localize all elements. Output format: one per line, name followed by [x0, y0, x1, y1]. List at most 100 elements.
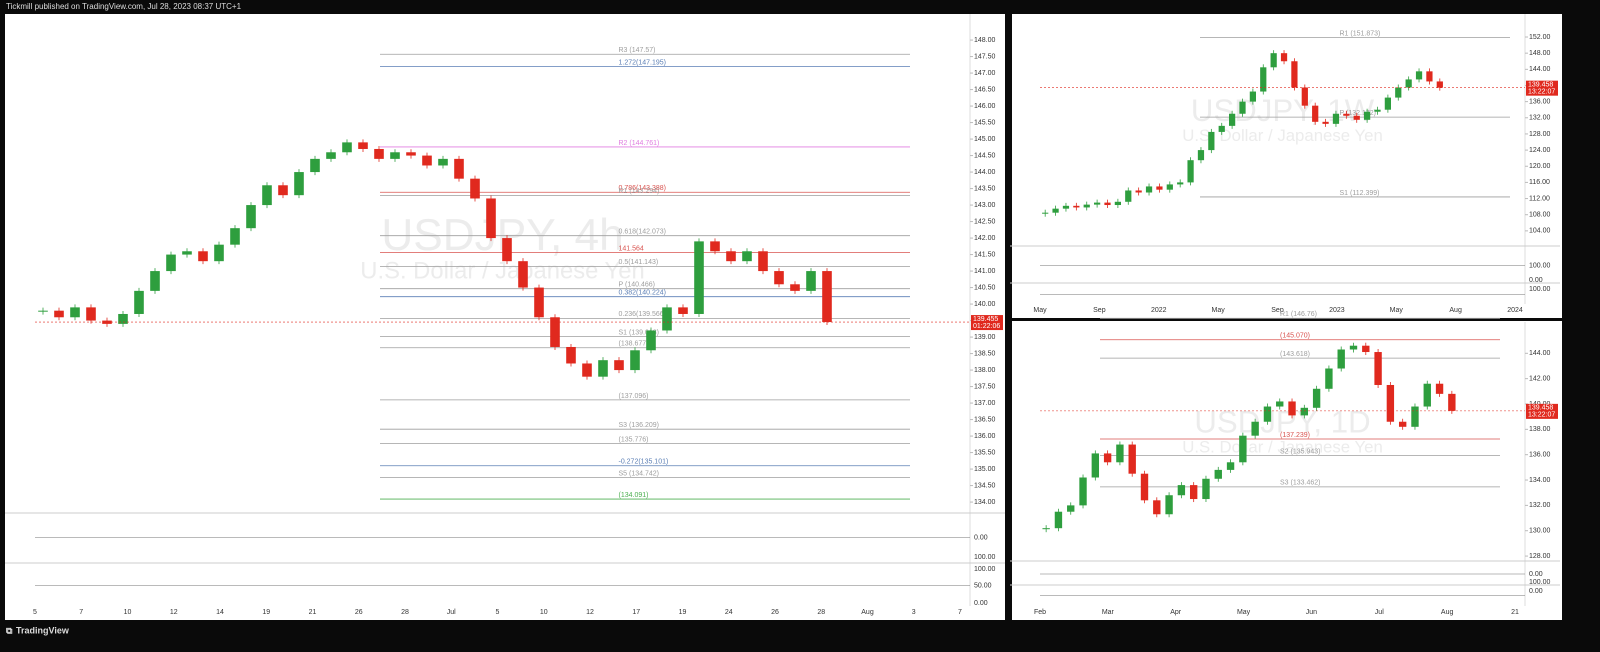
candle [1415, 71, 1423, 80]
candle [262, 185, 272, 206]
level-label: 0.236(139.566) [619, 311, 666, 318]
x-tick-label: 19 [679, 609, 687, 616]
y-tick-label: 140.00 [974, 301, 996, 308]
candle [1177, 182, 1184, 185]
candle [1177, 485, 1186, 496]
watermark-symbol: USDJPY, 1D [1194, 404, 1370, 439]
candle [1349, 345, 1358, 350]
level-label: 0.618(142.073) [619, 229, 666, 236]
y-tick-label: 136.00 [974, 433, 996, 440]
candle [1054, 511, 1063, 529]
x-tick-label: 2023 [1329, 307, 1345, 314]
candle [1337, 349, 1345, 369]
candle [1300, 407, 1309, 416]
x-tick-label: Aug [1441, 609, 1454, 616]
x-tick-label: May [1033, 307, 1047, 314]
level-label: R2 (144.761) [619, 140, 660, 147]
x-tick-label: May [1237, 609, 1251, 616]
candle [1288, 401, 1296, 416]
candle [1426, 71, 1433, 82]
candle [214, 244, 224, 262]
y-tick-label: 130.00 [1529, 528, 1551, 535]
candle [422, 155, 432, 166]
y-tick-label: 132.00 [1529, 115, 1551, 122]
candle [374, 148, 384, 159]
x-tick-label: 5 [496, 609, 500, 616]
y-tick-label: 116.00 [1529, 179, 1550, 186]
candle [614, 360, 624, 371]
candle [1229, 113, 1236, 126]
candle [406, 152, 416, 156]
y-tick-label: 135.00 [974, 466, 996, 473]
price-label: 139.455 [973, 316, 998, 323]
level-label: (143.618) [1280, 351, 1310, 358]
candle [1374, 352, 1382, 385]
level-label: (145.070) [1280, 333, 1310, 340]
y-tick-label: 138.50 [974, 350, 996, 357]
level-label: 0.786(143.388) [619, 185, 666, 192]
level-label: S5 (134.742) [619, 470, 659, 477]
level-label: (135.776) [619, 436, 649, 443]
x-tick-label: Sep [1093, 307, 1106, 314]
x-tick-label: May [1212, 307, 1226, 314]
price-label: 139.458 [1528, 82, 1553, 89]
candle [1145, 186, 1153, 193]
candle [1263, 406, 1272, 422]
candle [1291, 61, 1298, 88]
x-tick-label: Jun [1306, 609, 1317, 616]
candle [678, 307, 688, 314]
y-tick-label: 141.00 [974, 268, 996, 275]
x-tick-label: Apr [1170, 609, 1182, 616]
x-tick-label: 12 [586, 609, 594, 616]
level-label: S3 (133.462) [1280, 480, 1320, 487]
y-tick-label: 136.00 [1529, 98, 1551, 105]
candle [470, 178, 480, 199]
candle [1362, 345, 1370, 353]
candle [1128, 444, 1136, 474]
y-tick-label: 143.00 [974, 202, 996, 209]
x-tick-label: 24 [725, 609, 733, 616]
indicator-label: 0.00 [1529, 277, 1543, 284]
candle [1332, 113, 1340, 124]
panel-left [5, 14, 1005, 620]
level-label: P (140.466) [619, 282, 655, 289]
level-label: (138.677) [619, 341, 649, 348]
x-tick-label: May [1390, 307, 1404, 314]
x-tick-label: 12 [170, 609, 178, 616]
y-tick-label: 120.00 [1529, 163, 1551, 170]
y-tick-label: 144.00 [974, 169, 996, 176]
candle [1280, 53, 1288, 62]
candle [1276, 401, 1284, 407]
x-tick-label: 10 [124, 609, 132, 616]
level-label: 141.564 [619, 245, 644, 252]
x-tick-label: Jul [447, 609, 456, 616]
candle [550, 317, 560, 347]
level-label: R1 (151.873) [1340, 30, 1381, 37]
candle [310, 158, 320, 173]
price-tag [1526, 80, 1558, 96]
panel-right-top [1012, 14, 1562, 318]
price-tag [971, 315, 1003, 331]
candle [54, 310, 64, 318]
y-tick-label: 124.00 [1529, 147, 1551, 154]
candle [1116, 444, 1124, 463]
candle [1042, 528, 1050, 530]
candle [662, 307, 672, 331]
candle [342, 142, 352, 153]
candle [1156, 186, 1163, 190]
y-tick-label: 145.50 [974, 119, 996, 126]
level-label: (137.096) [619, 393, 649, 400]
y-tick-label: 148.00 [1529, 50, 1551, 57]
candle [294, 172, 304, 196]
candle [1398, 421, 1407, 427]
candle [118, 313, 128, 324]
candle [1411, 406, 1419, 427]
candle [278, 185, 288, 196]
candle [1073, 205, 1080, 208]
level-label: 0.5(141.143) [619, 259, 659, 266]
x-tick-label: 19 [262, 609, 270, 616]
indicator-label: 100.00 [1529, 286, 1551, 293]
candle [1165, 495, 1173, 515]
indicator-label: 100.00 [974, 566, 996, 573]
